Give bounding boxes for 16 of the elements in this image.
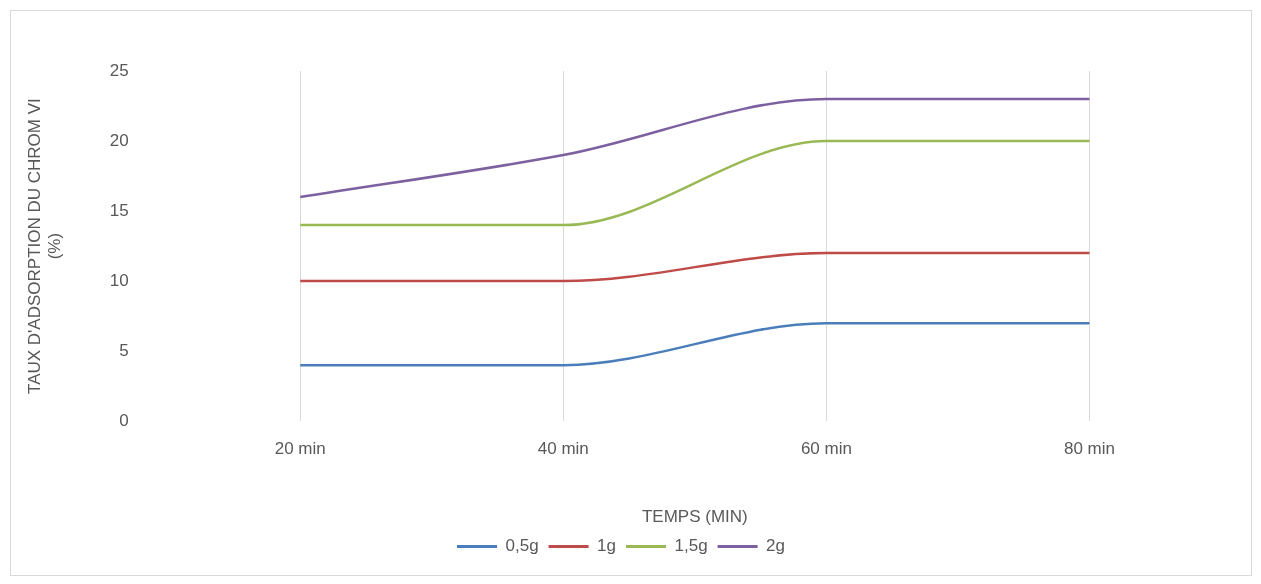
y-tick-label: 10 — [109, 270, 129, 290]
legend-label: 0,5g — [505, 536, 539, 556]
y-axis-title: TAUX D'ADSORPTION DU CHROM VI (%) — [24, 98, 65, 394]
y-tick-label: 5 — [119, 340, 129, 360]
legend-label: 1,5g — [674, 536, 708, 556]
legend-label: 1g — [597, 536, 617, 556]
legend-label: 2g — [766, 536, 786, 556]
x-axis-title: TEMPS (MIN) — [641, 507, 748, 527]
y-tick-label: 20 — [109, 130, 129, 150]
y-tick-label: 15 — [109, 200, 129, 220]
y-tick-label: 25 — [109, 60, 129, 80]
x-tick-label: 60 min — [800, 439, 852, 459]
x-tick-label: 20 min — [274, 439, 326, 459]
y-tick-label: 0 — [119, 410, 129, 430]
x-tick-label: 40 min — [537, 439, 589, 459]
x-tick-label: 80 min — [1063, 439, 1115, 459]
